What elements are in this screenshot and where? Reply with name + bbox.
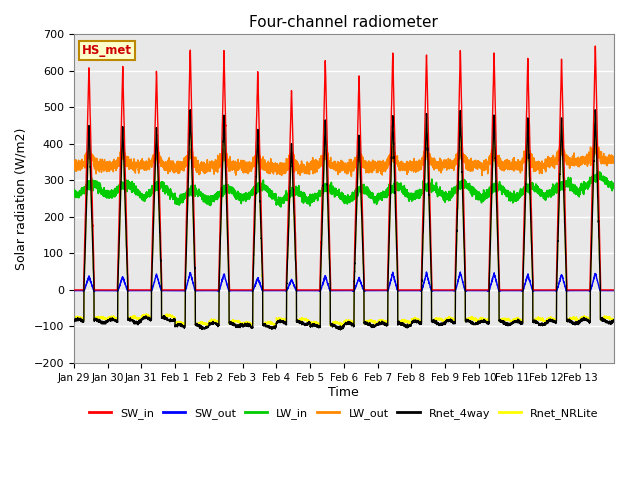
X-axis label: Time: Time	[328, 385, 359, 398]
Legend: SW_in, SW_out, LW_in, LW_out, Rnet_4way, Rnet_NRLite: SW_in, SW_out, LW_in, LW_out, Rnet_4way,…	[84, 404, 603, 423]
Y-axis label: Solar radiation (W/m2): Solar radiation (W/m2)	[15, 127, 28, 270]
Title: Four-channel radiometer: Four-channel radiometer	[250, 15, 438, 30]
Text: HS_met: HS_met	[82, 44, 132, 57]
